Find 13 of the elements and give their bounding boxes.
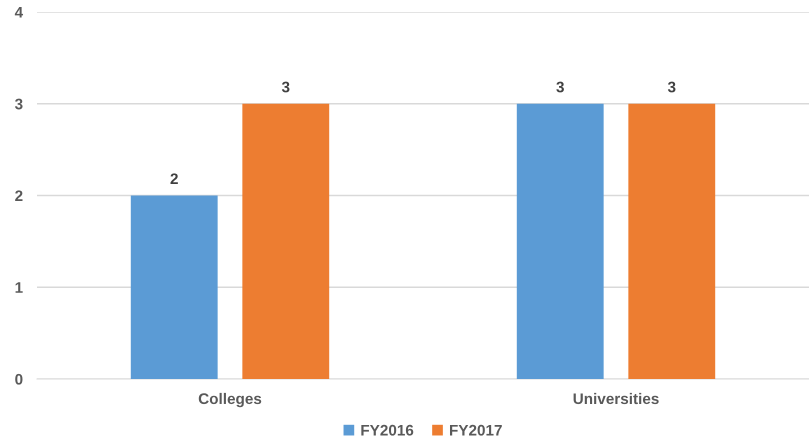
legend-label: FY2016 [361,424,414,436]
x-tick-label: Colleges [198,392,262,408]
y-tick-label: 3 [14,98,23,110]
data-label: 2 [170,173,178,184]
legend-label: FY2017 [450,424,502,436]
y-tick-label: 1 [16,282,23,293]
y-tick-label: 4 [14,7,24,18]
data-label: 3 [282,82,290,92]
data-label: 3 [668,82,676,92]
x-tick-label: Universities [574,392,659,404]
y-tick-label: 0 [15,374,22,385]
y-tick-label: 2 [15,190,22,202]
data-label: 3 [556,82,564,92]
